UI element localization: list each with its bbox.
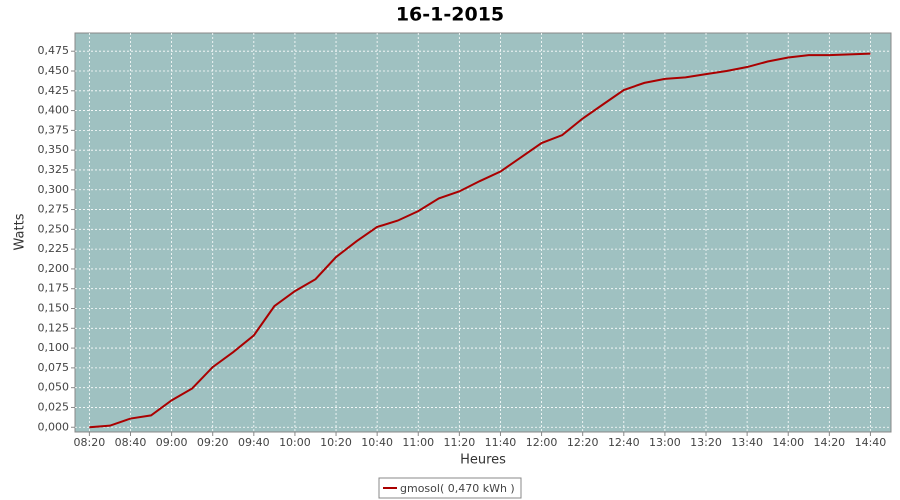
x-tick-label: 13:00: [649, 436, 681, 449]
y-tick-label: 0,450: [38, 64, 70, 77]
x-tick-label: 14:00: [772, 436, 804, 449]
plot-area: [74, 32, 892, 433]
y-tick-label: 0,350: [38, 143, 70, 156]
y-tick-label: 0,200: [38, 262, 70, 275]
y-tick-label: 0,175: [38, 282, 70, 295]
x-tick-label: 09:00: [156, 436, 188, 449]
chart-title: 16-1-2015: [396, 4, 504, 26]
x-axis-label: Heures: [460, 453, 506, 468]
x-tick-label: 11:00: [402, 436, 434, 449]
y-tick-label: 0,125: [38, 321, 70, 334]
x-tick-label: 08:40: [115, 436, 147, 449]
legend-label: gmosol( 0,470 kWh ): [400, 482, 515, 495]
x-tick-label: 13:20: [690, 436, 722, 449]
x-tick-label: 11:20: [444, 436, 476, 449]
y-tick-label: 0,400: [38, 104, 70, 117]
x-tick-label: 10:20: [320, 436, 352, 449]
x-tick-label: 11:40: [485, 436, 517, 449]
y-tick-label: 0,025: [38, 400, 70, 413]
x-tick-label: 09:20: [197, 436, 229, 449]
x-tick-label: 08:20: [74, 436, 106, 449]
y-tick-label: 0,050: [38, 381, 70, 394]
y-tick-label: 0,375: [38, 123, 70, 136]
y-tick-label: 0,225: [38, 242, 70, 255]
y-tick-label: 0,325: [38, 163, 70, 176]
x-tick-label: 14:40: [855, 436, 887, 449]
y-tick-label: 0,100: [38, 341, 70, 354]
y-tick-label: 0,075: [38, 361, 70, 374]
y-tick-label: 0,250: [38, 222, 70, 235]
x-tick-label: 12:20: [567, 436, 599, 449]
y-tick-label: 0,425: [38, 84, 70, 97]
y-tick-label: 0,300: [38, 183, 70, 196]
legend-box: [378, 477, 522, 499]
y-tick-label: 0,000: [38, 420, 70, 433]
y-tick-label: 0,150: [38, 302, 70, 315]
y-tick-label: 0,475: [38, 44, 70, 57]
y-tick-label: 0,275: [38, 203, 70, 216]
x-tick-label: 12:00: [526, 436, 558, 449]
y-axis-label: Watts: [13, 213, 28, 250]
x-tick-label: 13:40: [731, 436, 763, 449]
x-tick-label: 09:40: [238, 436, 270, 449]
x-tick-label: 10:40: [361, 436, 393, 449]
x-tick-label: 14:20: [813, 436, 845, 449]
x-tick-label: 10:00: [279, 436, 311, 449]
x-tick-label: 12:40: [608, 436, 640, 449]
data-line: [89, 52, 871, 429]
